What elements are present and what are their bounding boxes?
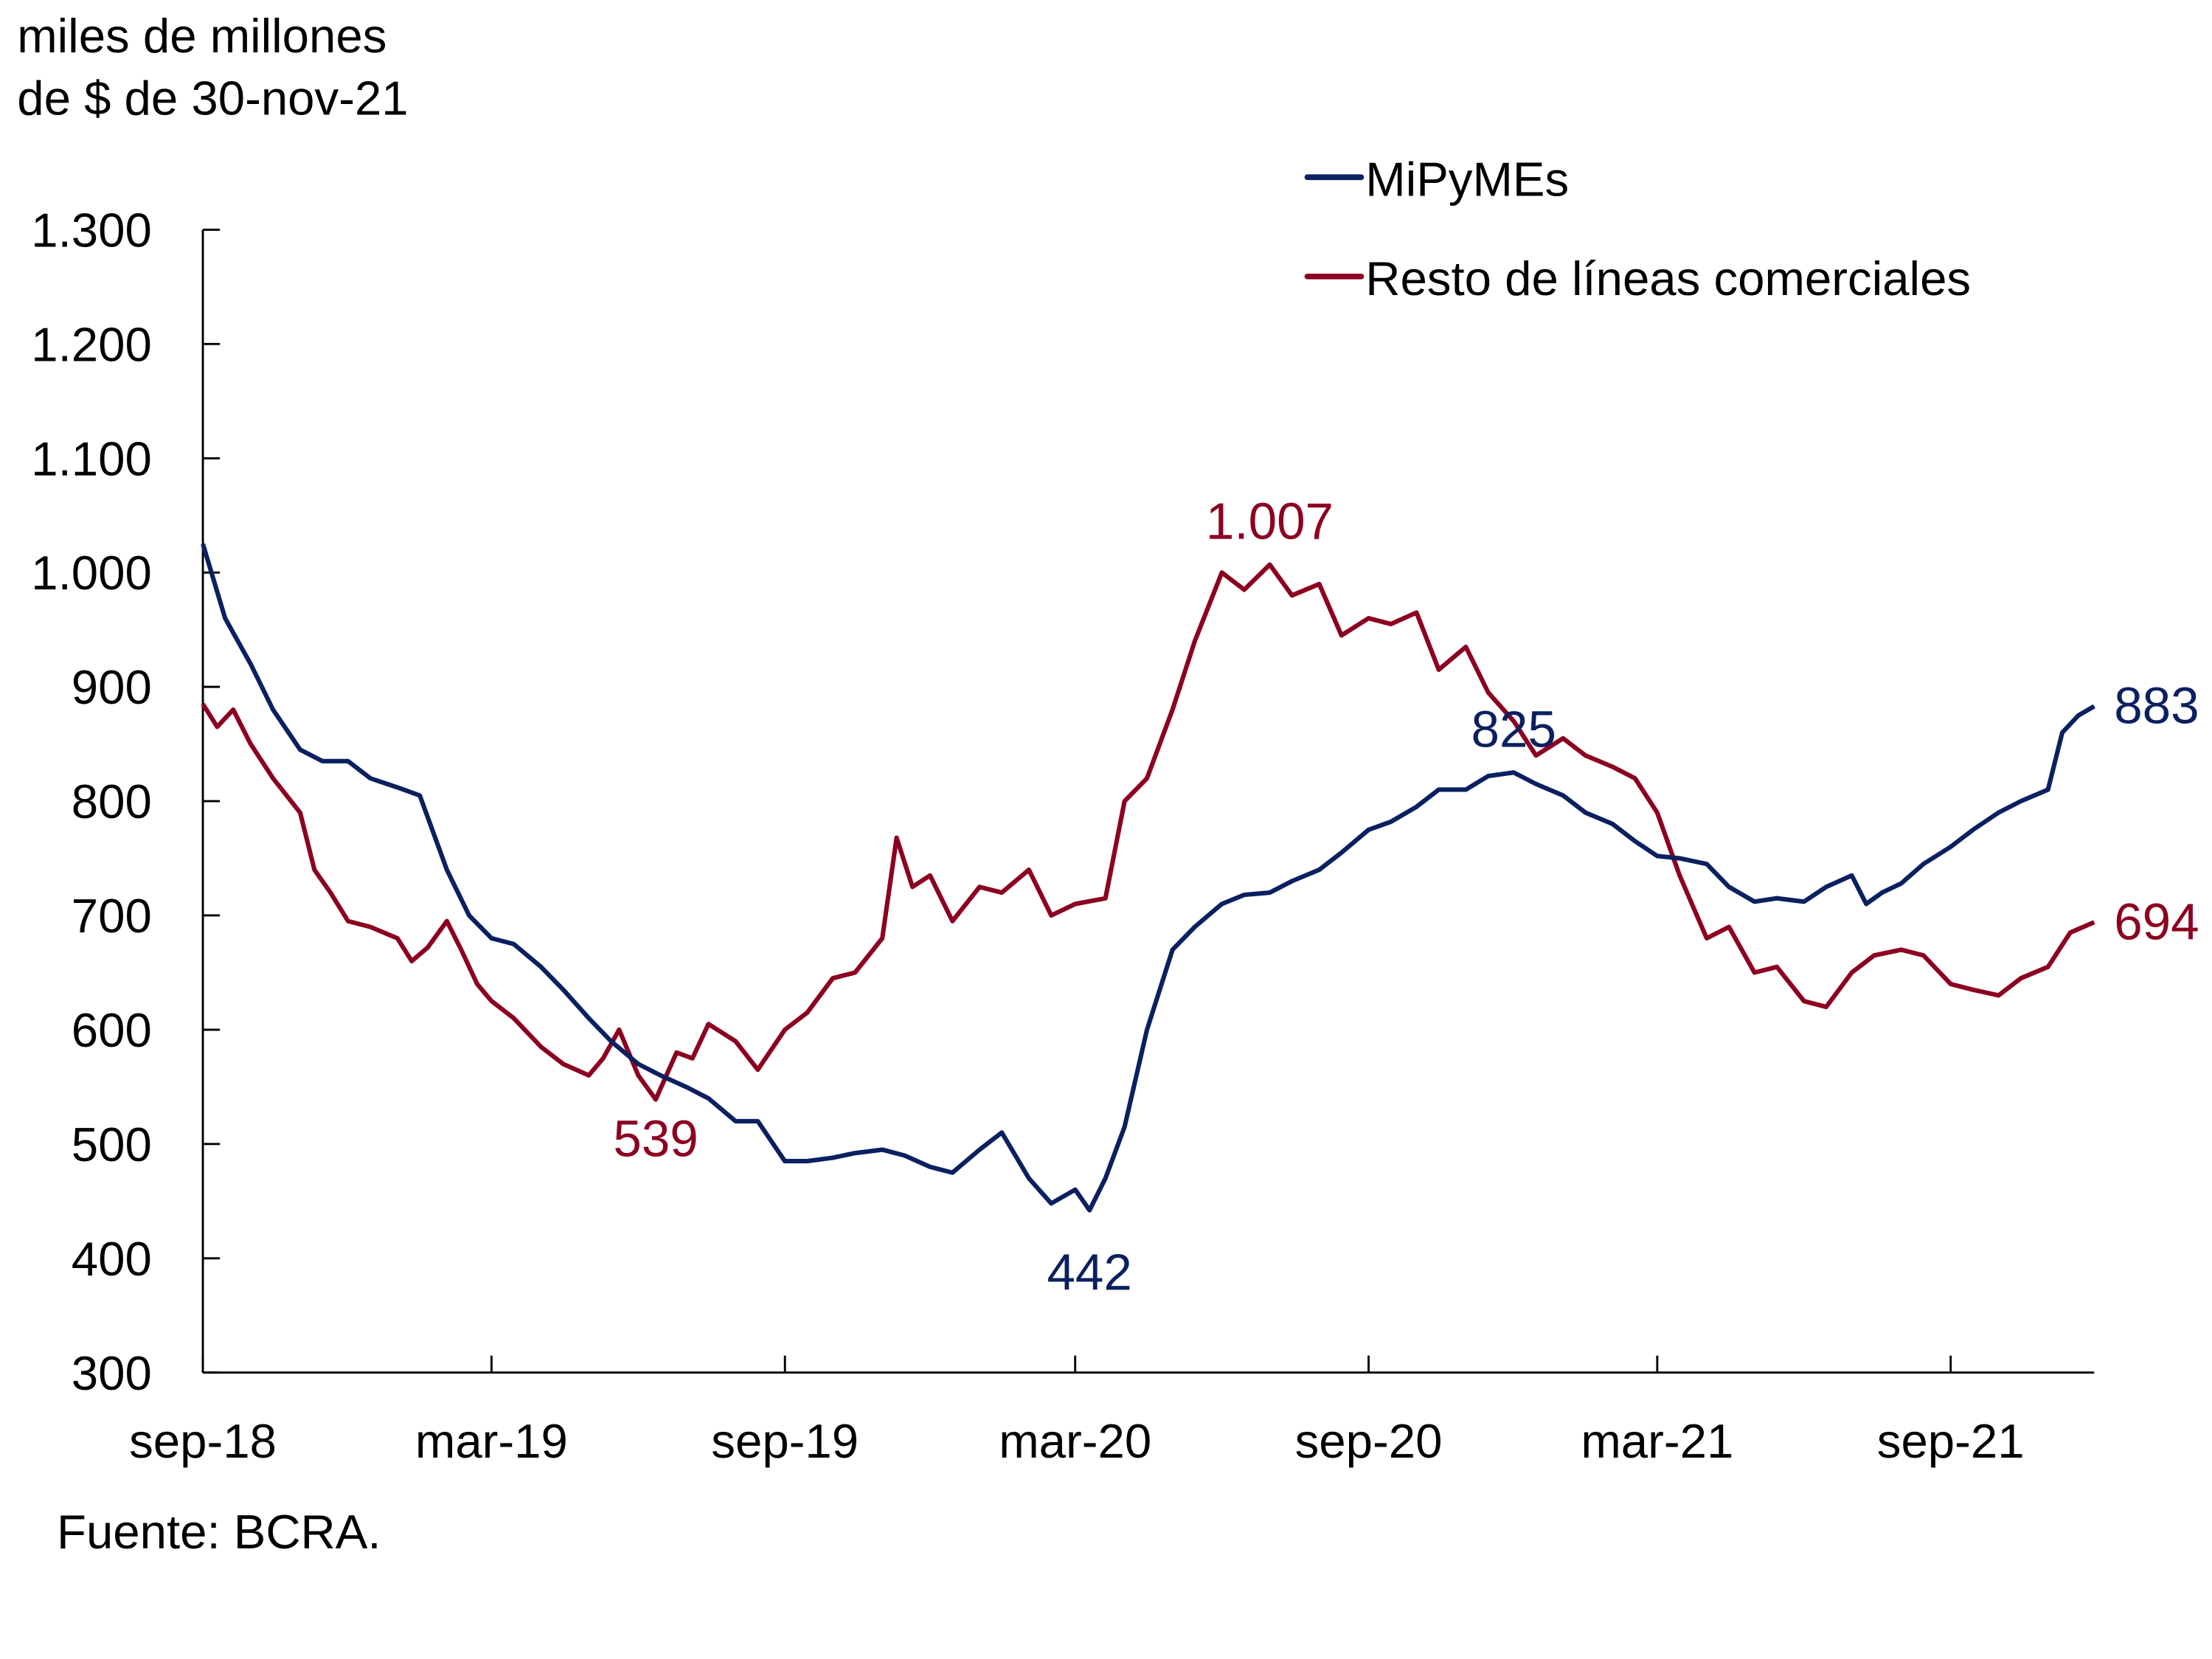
y-tick-label: 1.000 <box>31 546 152 600</box>
y-tick-label: 300 <box>72 1346 152 1400</box>
data-label: 442 <box>1047 1243 1131 1300</box>
annotations: 539 1.007 694 442 825 883 <box>613 493 2199 1301</box>
y-tick-label: 500 <box>72 1118 152 1171</box>
legend-label: MiPyMEs <box>1365 152 1569 206</box>
data-label: 1.007 <box>1206 493 1334 550</box>
series-line-mipymes <box>201 543 2095 1213</box>
y-tick-label: 400 <box>72 1232 152 1286</box>
x-tick-label: mar-20 <box>999 1414 1151 1468</box>
x-tick-label: sep-21 <box>1877 1414 2025 1468</box>
data-label: 694 <box>2114 893 2199 950</box>
legend-label: Resto de líneas comerciales <box>1365 252 1971 305</box>
y-tick-label: 1.300 <box>31 203 152 257</box>
x-tick-label: sep-18 <box>129 1414 277 1468</box>
series-lines <box>201 543 2095 1213</box>
y-tick-label: 800 <box>72 775 152 828</box>
source-note: Fuente: BCRA. <box>57 1505 381 1559</box>
y-axis-label: miles de millones de $ de 30-nov-21 <box>17 9 408 125</box>
data-label: 825 <box>1471 701 1556 758</box>
legend: MiPyMEs Resto de líneas comerciales <box>1304 152 1971 305</box>
x-tick-label: sep-19 <box>711 1414 859 1468</box>
data-label: 883 <box>2114 677 2199 735</box>
y-axis-label-line1: miles de millones <box>17 9 386 63</box>
x-tick-label: mar-21 <box>1581 1414 1733 1468</box>
x-tick-label: sep-20 <box>1295 1414 1443 1468</box>
x-tick-label: mar-19 <box>415 1414 568 1468</box>
y-axis-label-line2: de $ de 30-nov-21 <box>17 72 408 125</box>
y-tick-label: 1.200 <box>31 317 152 371</box>
y-tick-label: 1.100 <box>31 432 152 485</box>
series-line-resto <box>201 562 2095 1102</box>
y-tick-label: 700 <box>72 889 152 943</box>
y-tick-label: 900 <box>72 660 152 714</box>
data-label: 539 <box>613 1109 698 1167</box>
axes: 300 400 500 600 700 800 900 1.000 1.100 1.200 1.30… <box>31 203 2095 1468</box>
legend-item: MiPyMEs <box>1304 152 1569 206</box>
y-tick-label: 600 <box>72 1003 152 1057</box>
legend-item: Resto de líneas comerciales <box>1304 252 1971 305</box>
